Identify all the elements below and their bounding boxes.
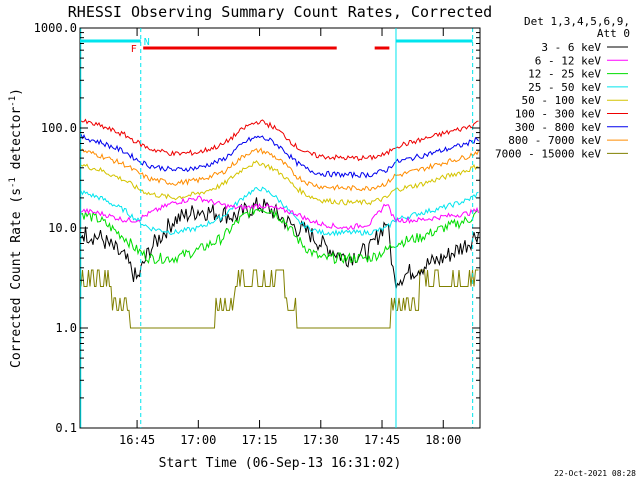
x-axis: 16:45 17:00 17:15 17:30 17:45 18:00 <box>119 28 461 447</box>
series-layer <box>80 118 479 329</box>
series-line-3-6keV <box>80 197 479 289</box>
y-tick-label: 1000.0 <box>34 21 77 35</box>
chart-title: RHESSI Observing Summary Count Rates, Co… <box>68 3 492 21</box>
legend-label: 6 - 12 keV <box>535 54 602 67</box>
legend-header-line-2: Att 0 <box>597 27 630 40</box>
series-line-50-100keV <box>80 160 479 206</box>
y-axis-label-sup2: -1 <box>8 96 18 107</box>
x-tick-label: 17:15 <box>241 433 277 447</box>
series-line-800-7000keV <box>80 147 479 192</box>
y-axis-label-main: Corrected Count Rate (s <box>9 188 24 368</box>
x-tick-label: 18:00 <box>425 433 461 447</box>
legend-label: 50 - 100 keV <box>522 94 602 107</box>
x-tick-label: 17:30 <box>303 433 339 447</box>
series-line-7000-15000keV <box>80 269 479 329</box>
night-label: N <box>144 37 150 48</box>
flare-label: F <box>131 44 137 55</box>
x-tick-label: 16:45 <box>119 433 155 447</box>
legend-label: 300 - 800 keV <box>515 121 601 134</box>
y-axis-label-mid: detector <box>9 107 24 178</box>
legend-label: 7000 - 15000 keV <box>495 147 601 160</box>
x-tick-label: 17:45 <box>364 433 400 447</box>
y-tick-label: 1.0 <box>55 321 77 335</box>
x-axis-label: Start Time (06-Sep-13 16:31:02) <box>159 456 402 471</box>
series-line-6-12keV <box>80 195 479 231</box>
legend-label: 12 - 25 keV <box>528 68 601 81</box>
series-line-100-300keV <box>80 118 479 162</box>
legend-header: Det 1,3,4,5,6,9, Att 0 <box>524 15 630 40</box>
y-axis-label: Corrected Count Rate (s-1 detector-1) <box>8 88 24 368</box>
plot-frame <box>79 27 481 429</box>
series-line-25-50keV <box>80 186 479 237</box>
y-axis-label-sup1: -1 <box>8 177 18 188</box>
legend-label: 800 - 7000 keV <box>508 134 601 147</box>
plot-area: NF 0.1 1.0 10.0 100.0 1000.0 16:45 17:00 17:15… <box>34 21 481 447</box>
marker-layer: NF <box>80 28 474 428</box>
footer-date: 22-Oct-2021 08:28 <box>554 469 636 478</box>
y-tick-label: 10.0 <box>48 221 77 235</box>
y-tick-label: 0.1 <box>55 421 77 435</box>
legend-label: 100 - 300 keV <box>515 108 601 121</box>
x-tick-label: 17:00 <box>180 433 216 447</box>
legend-label: 3 - 6 keV <box>541 41 601 54</box>
y-axis-label-end: ) <box>9 88 24 96</box>
y-tick-label: 100.0 <box>41 121 77 135</box>
y-axis: 0.1 1.0 10.0 100.0 1000.0 <box>34 21 480 435</box>
legend-label: 25 - 50 keV <box>528 81 601 94</box>
legend-header-line-1: Det 1,3,4,5,6,9, <box>524 15 630 28</box>
series-line-12-25keV <box>80 204 479 265</box>
series-line-300-800keV <box>80 133 479 179</box>
